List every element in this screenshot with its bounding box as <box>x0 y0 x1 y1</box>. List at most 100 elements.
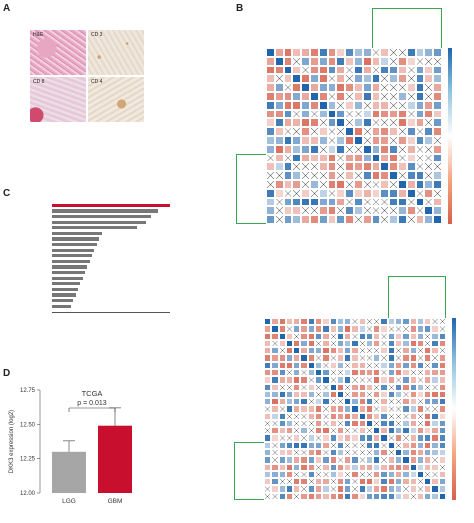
heatmap-cell-nonsig <box>395 419 403 428</box>
heatmap-cell <box>329 361 337 369</box>
heatmap-cell <box>336 318 345 326</box>
y-tick-label: 12.75 <box>20 388 36 394</box>
heatmap-cell <box>416 325 425 333</box>
heatmap-cell-nonsig <box>416 478 425 486</box>
heatmap-cell <box>318 215 328 224</box>
heatmap-cell <box>307 347 315 355</box>
heatmap-cell <box>293 463 301 471</box>
heatmap-cell-nonsig <box>329 427 337 435</box>
heatmap-cell <box>409 325 417 333</box>
heatmap-cell-nonsig <box>285 434 294 442</box>
heatmap-cell-nonsig <box>387 449 396 457</box>
heatmap-cell <box>433 118 442 128</box>
heatmap-cell <box>354 197 363 207</box>
heatmap-cell <box>283 109 293 119</box>
heatmap-cell <box>345 171 354 180</box>
heatmap-cell <box>293 478 301 486</box>
heatmap-cell <box>344 485 352 493</box>
heatmap-cell <box>373 492 381 500</box>
heatmap-cell-nonsig <box>389 83 398 92</box>
heatmap-cell <box>416 434 425 442</box>
heatmap-cell <box>380 427 388 435</box>
heatmap-cell <box>395 332 403 340</box>
heatmap-cell <box>266 197 275 207</box>
heatmap-cell-nonsig <box>271 456 279 464</box>
heatmap-cell <box>318 74 328 84</box>
panel-d-letter: D <box>3 368 11 379</box>
heatmap-cell <box>307 441 315 450</box>
heatmap-cell <box>336 412 345 420</box>
heatmap-cell <box>307 390 315 399</box>
heatmap-cell <box>431 376 439 384</box>
heatmap-cell-nonsig <box>389 118 398 128</box>
heatmap-cell-nonsig <box>271 441 279 450</box>
heatmap-cell-nonsig <box>344 383 352 391</box>
heatmap-cell-nonsig <box>322 419 330 428</box>
heatmap-cell <box>318 65 328 75</box>
heatmap-cell-nonsig <box>395 412 403 420</box>
heatmap-cell <box>373 412 381 420</box>
heatmap-cell <box>278 390 286 399</box>
heatmap-cell-nonsig <box>314 354 323 362</box>
heatmap-cell <box>344 456 352 464</box>
heatmap-cell <box>424 48 434 57</box>
heatmap-cell <box>402 347 410 355</box>
heatmap-cell <box>365 485 374 493</box>
heatmap-cell <box>354 136 363 145</box>
heatmap-cell <box>310 83 319 92</box>
y-tick-label: 12.25 <box>20 457 36 463</box>
heatmap-cell <box>398 118 407 128</box>
heatmap-cell <box>336 390 345 399</box>
heatmap-cell <box>402 361 410 369</box>
heatmap-cell-nonsig <box>402 434 410 442</box>
heatmap-cell-nonsig <box>358 347 366 355</box>
heatmap-cell <box>344 368 352 377</box>
heatmap-cell <box>278 376 286 384</box>
heatmap-cell <box>264 398 272 406</box>
heatmap-cell <box>266 215 275 224</box>
heatmap-cell <box>336 83 346 92</box>
heatmap-cell <box>293 347 301 355</box>
heatmap-cell <box>371 136 381 145</box>
heatmap-cell-nonsig <box>431 470 439 479</box>
heatmap-cell <box>285 463 294 471</box>
y-tick-label: 12.00 <box>20 491 36 497</box>
heatmap-cell <box>278 361 286 369</box>
heatmap-cell <box>322 398 330 406</box>
heatmap-cell <box>409 347 417 355</box>
heatmap-cell <box>354 83 363 92</box>
influence-bar <box>52 276 83 280</box>
heatmap-cell <box>351 339 359 348</box>
heatmap-cell <box>327 118 337 128</box>
heatmap-cell <box>431 478 439 486</box>
heatmap-cell <box>365 383 374 391</box>
heatmap-cell-nonsig <box>433 162 442 172</box>
heatmap-cell-nonsig <box>329 398 337 406</box>
heatmap-cell-nonsig <box>327 188 337 198</box>
heatmap-cell <box>344 325 352 333</box>
heatmap-cell <box>292 144 302 154</box>
heatmap-cell-nonsig <box>301 65 310 75</box>
heatmap-cell <box>438 470 446 479</box>
heatmap-cell <box>285 405 294 413</box>
heatmap-cell <box>283 162 293 172</box>
heatmap-cell-nonsig <box>409 492 417 500</box>
heatmap-cell <box>292 48 302 57</box>
heatmap-cell <box>283 171 293 180</box>
heatmap-cell <box>285 332 294 340</box>
heatmap-cell <box>380 492 388 500</box>
heatmap-cell-nonsig <box>322 412 330 420</box>
heatmap-cell <box>387 441 396 450</box>
heatmap-cell <box>266 48 275 57</box>
heatmap-cell <box>283 180 293 189</box>
heatmap-cell <box>431 463 439 471</box>
heatmap-cell <box>371 171 381 180</box>
heatmap-cell-nonsig <box>327 127 337 136</box>
heatmap-cell <box>264 361 272 369</box>
heatmap-cell <box>329 419 337 428</box>
heatmap-cell <box>433 127 442 136</box>
heatmap-cell <box>283 74 293 84</box>
heatmap-cell <box>285 470 294 479</box>
heatmap-cell <box>336 180 346 189</box>
heatmap-cell-nonsig <box>362 180 372 189</box>
